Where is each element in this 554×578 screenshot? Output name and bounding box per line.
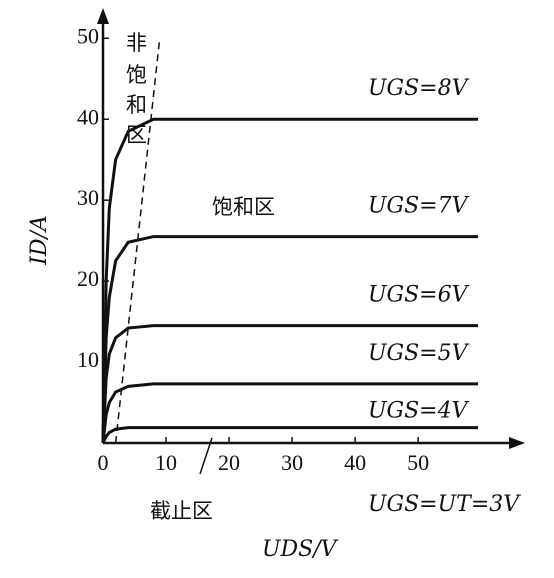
y-tick-label: 50 (77, 23, 99, 48)
curve-label: UGS=7V (368, 194, 470, 219)
curve (101, 382, 479, 444)
curve-label: UGS=6V (368, 283, 470, 308)
curve (101, 117, 479, 444)
curve (101, 235, 479, 444)
x-tick-label: 0 (98, 450, 109, 475)
y-tick-label: 10 (77, 347, 99, 372)
x-axis-label: UDS/V (262, 537, 339, 562)
curve (101, 426, 479, 444)
curve-label: UGS=8V (368, 76, 470, 101)
y-tick-label: 20 (77, 266, 99, 291)
curve (101, 324, 479, 444)
annotation: 饱和区 (212, 195, 275, 219)
annotation: 饱 (126, 63, 147, 87)
x-tick-label: 40 (344, 450, 366, 475)
x-arrow (509, 437, 525, 449)
annotation: UGS=UT=3V (368, 492, 521, 517)
curve-label: UGS=4V (368, 399, 470, 424)
annotation: 和 (126, 93, 147, 117)
x-tick-label: 50 (407, 450, 429, 475)
x-tick-label: 20 (218, 450, 240, 475)
annotation: 截止区 (150, 499, 213, 523)
boundary-line (114, 38, 161, 444)
y-tick-label: 30 (77, 185, 99, 210)
y-axis-label: ID/A (27, 215, 52, 266)
y-tick-label: 40 (77, 104, 99, 129)
y-arrow (97, 8, 109, 24)
curve-label: UGS=5V (368, 341, 470, 366)
annotation: 非 (126, 31, 147, 55)
x-tick-label: 30 (281, 450, 303, 475)
x-tick-label: 10 (155, 450, 177, 475)
